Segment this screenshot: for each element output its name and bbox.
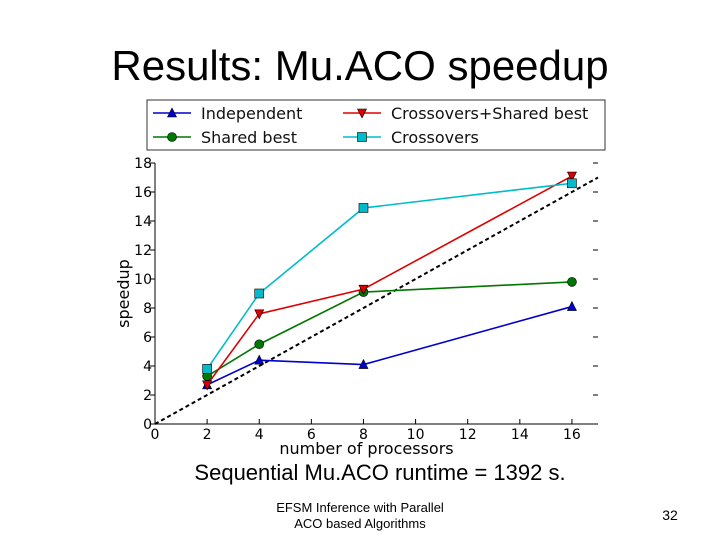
- legend: Independent Shared best Crossovers+Shared …: [146, 99, 606, 151]
- data-point-shared-best: [567, 277, 577, 287]
- plot-background: [155, 163, 598, 424]
- data-point-independent: [254, 354, 265, 365]
- y-tick-label: 6: [143, 330, 152, 346]
- series-line-crossovers-shared-best: [206, 175, 573, 386]
- data-point-independent: [566, 300, 577, 311]
- reference-line: [154, 176, 599, 425]
- footer-line-1: EFSM Inference with Parallel: [276, 500, 444, 515]
- y-tick-label: 2: [143, 388, 152, 404]
- x-tick-label: 4: [255, 427, 264, 443]
- legend-label-crossovers: Crossovers: [391, 128, 479, 147]
- plot-area: 0 2 4 6 8 10 12 14 16 18 0 2 4 6 8 10 12 14 16 number of pr…: [114, 156, 599, 458]
- y-axis-label: speedup: [114, 259, 133, 328]
- y-tick-label: 0: [143, 417, 152, 433]
- x-axis-label: number of processors: [279, 439, 453, 458]
- legend-box: [146, 99, 606, 151]
- runtime-caption: Sequential Mu.ACO runtime = 1392 s.: [194, 460, 566, 485]
- legend-marker-shared-best: [167, 132, 177, 142]
- y-tick-label: 8: [143, 301, 152, 317]
- series-line-crossovers: [206, 182, 573, 370]
- data-point-crossovers-shared-best: [254, 309, 265, 320]
- footer: EFSM Inference with Parallel ACO based A…: [262, 500, 458, 532]
- x-tick-label: 6: [307, 427, 316, 443]
- y-tick-label: 14: [134, 214, 152, 230]
- legend-marker-independent: [167, 107, 177, 118]
- data-point-crossovers: [202, 364, 212, 374]
- x-tick-label: 2: [203, 427, 212, 443]
- data-point-crossovers: [567, 178, 577, 189]
- x-tick-label: 14: [511, 427, 529, 443]
- slide-number: 32: [662, 507, 678, 523]
- y-tick-label: 4: [143, 359, 152, 375]
- data-point-crossovers-shared-best: [358, 284, 369, 295]
- legend-marker-crossovers: [357, 132, 367, 142]
- legend-label-crossovers-shared-best: Crossovers+Shared best: [391, 104, 588, 123]
- x-tick-label: 0: [151, 427, 160, 443]
- x-tick-label: 16: [563, 427, 581, 443]
- footer-line-2: ACO based Algorithms: [294, 516, 426, 531]
- data-point-shared-best: [254, 339, 265, 350]
- x-tick-label: 10: [407, 427, 425, 443]
- series-line-independent: [206, 305, 573, 386]
- series-line-shared-best: [206, 281, 572, 377]
- data-point-crossovers: [254, 288, 265, 299]
- data-point-independent: [358, 358, 369, 369]
- y-tick-label: 12: [134, 243, 152, 259]
- y-tick-label: 16: [134, 185, 152, 201]
- data-point-crossovers-shared-best: [202, 380, 213, 391]
- x-tick-label: 12: [459, 427, 477, 443]
- legend-label-shared-best: Shared best: [201, 128, 297, 147]
- x-tick-label: 8: [359, 427, 368, 443]
- y-tick-label: 18: [134, 156, 152, 172]
- legend-label-independent: Independent: [201, 104, 302, 123]
- data-point-crossovers: [358, 203, 369, 213]
- legend-marker-crossovers-shared-best: [357, 108, 367, 119]
- slide-title: Results: Mu.ACO speedup: [111, 42, 609, 89]
- y-tick-label: 10: [134, 272, 152, 288]
- data-point-crossovers-shared-best: [566, 171, 577, 182]
